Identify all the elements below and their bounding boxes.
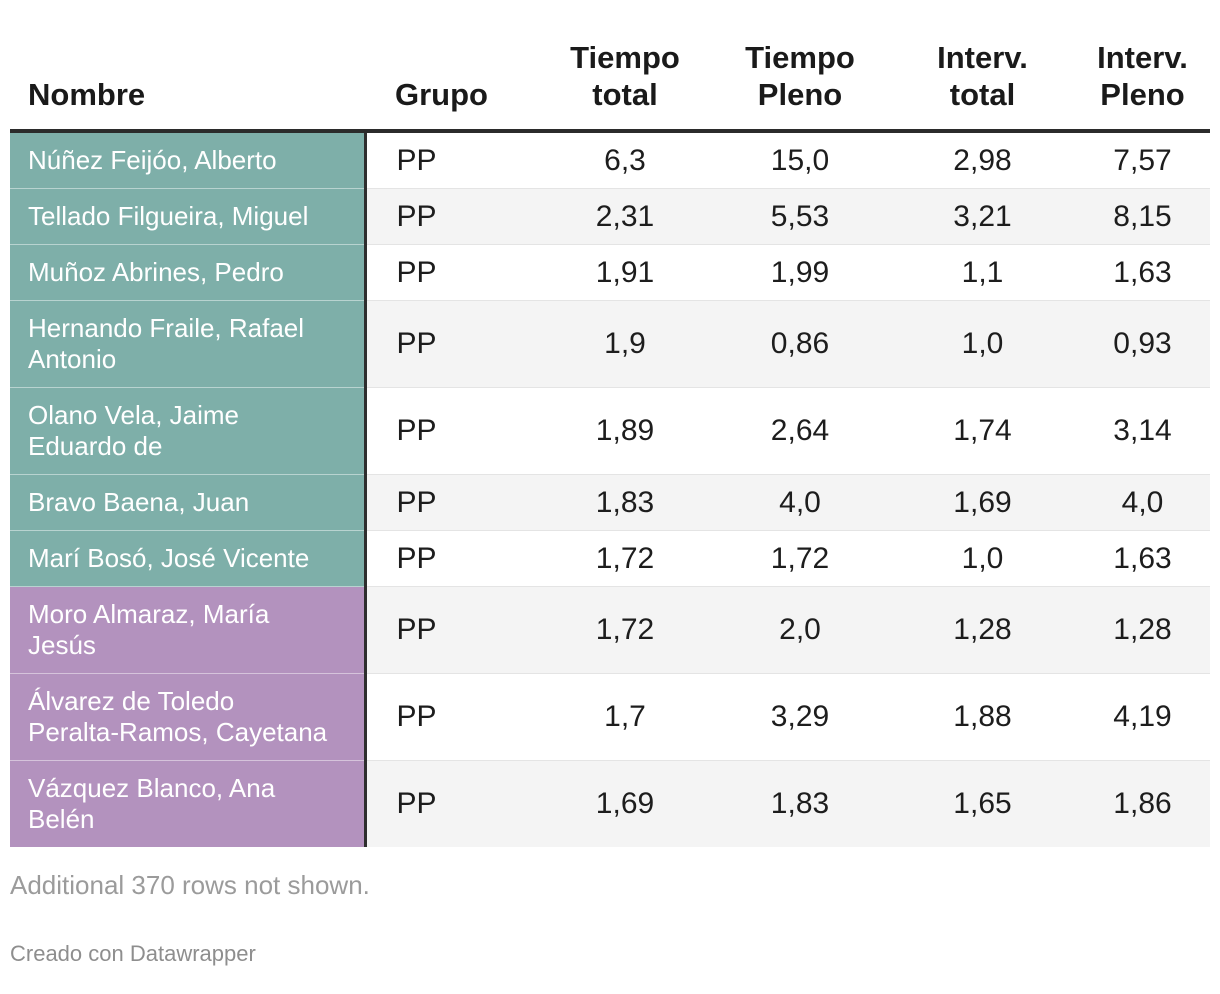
cell-interv-pleno: 8,15 — [1075, 188, 1210, 245]
cell-interv-pleno: 4,0 — [1075, 474, 1210, 531]
header-row: Nombre Grupo Tiempo total Tiempo Pleno I… — [10, 0, 1210, 133]
column-header-interv-pleno: Interv. Pleno — [1075, 0, 1210, 133]
cell-grupo: PP — [363, 131, 540, 189]
table-body: Núñez Feijóo, Alberto PP 6,3 15,0 2,98 7,57 Te… — [10, 131, 1210, 847]
table-widget: Nombre Grupo Tiempo total Tiempo Pleno I… — [10, 0, 1210, 966]
cell-tiempo-pleno: 1,72 — [710, 530, 890, 587]
table-row: Marí Bosó, José Vicente PP 1,72 1,72 1,0 1,63 — [10, 530, 1210, 587]
cell-tiempo-total: 1,83 — [540, 474, 710, 531]
data-table: Nombre Grupo Tiempo total Tiempo Pleno I… — [10, 0, 1210, 847]
cell-interv-total: 1,0 — [890, 300, 1075, 388]
cell-interv-total: 1,1 — [890, 244, 1075, 301]
cell-tiempo-pleno: 2,64 — [710, 387, 890, 475]
cell-interv-total: 2,98 — [890, 131, 1075, 189]
cell-nombre: Álvarez de Toledo Peralta-Ramos, Cayetan… — [10, 673, 365, 761]
table-row: Hernando Fraile, Rafael Antonio PP 1,9 0,86… — [10, 300, 1210, 388]
cell-interv-pleno: 7,57 — [1075, 131, 1210, 189]
table-header: Nombre Grupo Tiempo total Tiempo Pleno I… — [10, 0, 1210, 133]
cell-nombre: Tellado Filgueira, Miguel — [10, 188, 365, 245]
cell-nombre: Vázquez Blanco, Ana Belén — [10, 760, 365, 847]
cell-interv-total: 1,0 — [890, 530, 1075, 587]
cell-tiempo-pleno: 2,0 — [710, 586, 890, 674]
table-row: Núñez Feijóo, Alberto PP 6,3 15,0 2,98 7,57 — [10, 131, 1210, 189]
cell-tiempo-total: 1,9 — [540, 300, 710, 388]
table-row: Tellado Filgueira, Miguel PP 2,31 5,53 3,21 8… — [10, 188, 1210, 245]
cell-grupo: PP — [363, 530, 540, 587]
cell-grupo: PP — [363, 474, 540, 531]
column-header-tiempo-pleno: Tiempo Pleno — [710, 0, 890, 133]
cell-tiempo-total: 1,69 — [540, 760, 710, 847]
cell-interv-pleno: 0,93 — [1075, 300, 1210, 388]
cell-grupo: PP — [363, 300, 540, 388]
cell-nombre: Marí Bosó, José Vicente — [10, 530, 365, 587]
rows-not-shown-note: Additional 370 rows not shown. — [10, 870, 370, 900]
table-row: Muñoz Abrines, Pedro PP 1,91 1,99 1,1 1,63 — [10, 244, 1210, 301]
cell-tiempo-total: 2,31 — [540, 188, 710, 245]
column-header-interv-total: Interv. total — [890, 0, 1075, 133]
cell-tiempo-total: 6,3 — [540, 131, 710, 189]
cell-tiempo-total: 1,91 — [540, 244, 710, 301]
cell-nombre: Olano Vela, Jaime Eduardo de — [10, 387, 365, 475]
cell-grupo: PP — [363, 387, 540, 475]
cell-interv-pleno: 1,63 — [1075, 244, 1210, 301]
cell-grupo: PP — [363, 188, 540, 245]
cell-tiempo-pleno: 1,99 — [710, 244, 890, 301]
cell-tiempo-pleno: 0,86 — [710, 300, 890, 388]
cell-interv-total: 1,28 — [890, 586, 1075, 674]
cell-grupo: PP — [363, 673, 540, 761]
table-row: Vázquez Blanco, Ana Belén PP 1,69 1,83 1,65 1… — [10, 760, 1210, 847]
datawrapper-credit-link[interactable]: Creado con Datawrapper — [10, 941, 256, 966]
cell-grupo: PP — [363, 760, 540, 847]
table-row: Moro Almaraz, María Jesús PP 1,72 2,0 1,28 1,… — [10, 586, 1210, 674]
cell-nombre: Bravo Baena, Juan — [10, 474, 365, 531]
cell-interv-total: 1,69 — [890, 474, 1075, 531]
cell-grupo: PP — [363, 244, 540, 301]
column-header-grupo: Grupo — [365, 0, 540, 133]
cell-nombre: Hernando Fraile, Rafael Antonio — [10, 300, 365, 388]
cell-tiempo-total: 1,72 — [540, 586, 710, 674]
cell-grupo: PP — [363, 586, 540, 674]
cell-tiempo-total: 1,72 — [540, 530, 710, 587]
cell-interv-pleno: 1,28 — [1075, 586, 1210, 674]
cell-tiempo-total: 1,89 — [540, 387, 710, 475]
cell-tiempo-pleno: 4,0 — [710, 474, 890, 531]
cell-tiempo-pleno: 1,83 — [710, 760, 890, 847]
cell-nombre: Núñez Feijóo, Alberto — [10, 131, 365, 189]
cell-tiempo-pleno: 3,29 — [710, 673, 890, 761]
cell-nombre: Muñoz Abrines, Pedro — [10, 244, 365, 301]
cell-interv-pleno: 1,86 — [1075, 760, 1210, 847]
cell-interv-total: 1,88 — [890, 673, 1075, 761]
cell-interv-total: 1,74 — [890, 387, 1075, 475]
column-header-tiempo-total: Tiempo total — [540, 0, 710, 133]
cell-nombre: Moro Almaraz, María Jesús — [10, 586, 365, 674]
cell-interv-pleno: 3,14 — [1075, 387, 1210, 475]
cell-tiempo-pleno: 5,53 — [710, 188, 890, 245]
cell-tiempo-total: 1,7 — [540, 673, 710, 761]
column-header-nombre: Nombre — [10, 0, 365, 133]
table-row: Olano Vela, Jaime Eduardo de PP 1,89 2,64 1,… — [10, 387, 1210, 475]
cell-interv-pleno: 1,63 — [1075, 530, 1210, 587]
cell-interv-total: 1,65 — [890, 760, 1075, 847]
cell-interv-pleno: 4,19 — [1075, 673, 1210, 761]
table-row: Bravo Baena, Juan PP 1,83 4,0 1,69 4,0 — [10, 474, 1210, 531]
table-row: Álvarez de Toledo Peralta-Ramos, Cayetan… — [10, 673, 1210, 761]
cell-interv-total: 3,21 — [890, 188, 1075, 245]
cell-tiempo-pleno: 15,0 — [710, 131, 890, 189]
